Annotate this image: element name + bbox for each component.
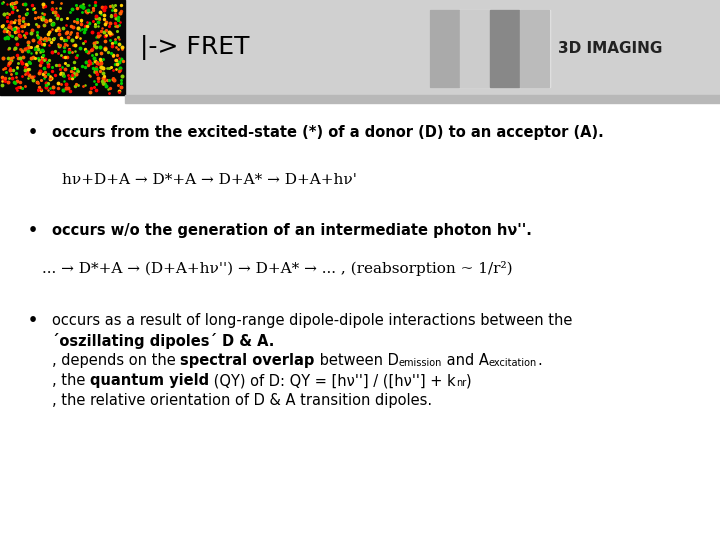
Text: •: •: [28, 125, 38, 140]
Text: occurs from the excited-state (*) of a donor (D) to an acceptor (A).: occurs from the excited-state (*) of a d…: [52, 125, 604, 140]
Text: |-> FRET: |-> FRET: [140, 35, 250, 60]
Text: quantum yield: quantum yield: [90, 373, 209, 388]
Bar: [430, 10, 550, 87]
Text: nr: nr: [456, 378, 466, 388]
Text: (QY) of D: QY = [hν''] / ([hν''] + k: (QY) of D: QY = [hν''] / ([hν''] + k: [209, 373, 456, 388]
Text: •: •: [28, 313, 38, 328]
Text: occurs w/o the generation of an intermediate photon hν''.: occurs w/o the generation of an intermed…: [52, 223, 532, 238]
Text: excitation: excitation: [489, 358, 537, 368]
Bar: [520, 10, 549, 87]
Text: , depends on the: , depends on the: [52, 353, 181, 368]
Bar: [460, 10, 489, 87]
Text: hν+D+A → D*+A → D+A* → D+A+hν': hν+D+A → D*+A → D+A* → D+A+hν': [62, 173, 357, 187]
Text: occurs as a result of long-range dipole-dipole interactions between the: occurs as a result of long-range dipole-…: [52, 313, 572, 328]
Text: ): ): [466, 373, 472, 388]
Text: , the relative orientation of D & A transition dipoles.: , the relative orientation of D & A tran…: [52, 393, 432, 408]
Bar: [490, 10, 519, 87]
Text: between D: between D: [315, 353, 399, 368]
Bar: [0, 0, 720, 95]
Bar: [430, 10, 459, 87]
Bar: [125, 95, 720, 103]
Text: •: •: [28, 223, 38, 238]
Text: .: .: [537, 353, 542, 368]
Text: ... → D*+A → (D+A+hν'') → D+A* → ... , (reabsorption ~ 1/r²): ... → D*+A → (D+A+hν'') → D+A* → ... , (…: [42, 261, 513, 276]
Text: emission: emission: [399, 358, 442, 368]
Text: ´oszillating dipoles´ D & A.: ´oszillating dipoles´ D & A.: [52, 333, 274, 349]
Text: and A: and A: [442, 353, 489, 368]
Text: , the: , the: [52, 373, 90, 388]
Bar: [0, 0, 125, 95]
Text: 3D IMAGING: 3D IMAGING: [558, 41, 662, 56]
Text: spectral overlap: spectral overlap: [181, 353, 315, 368]
